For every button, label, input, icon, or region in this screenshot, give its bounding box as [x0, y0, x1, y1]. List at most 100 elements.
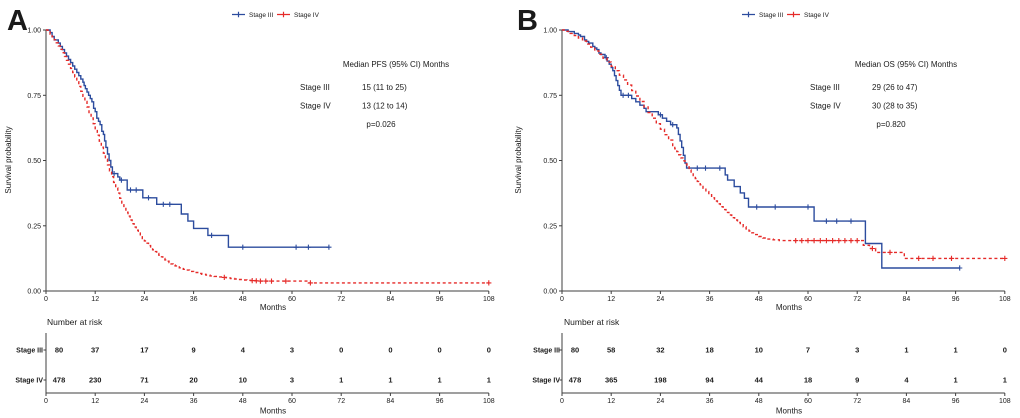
- plot-axes: [561, 30, 1005, 292]
- y-tick-label: 0.00: [543, 289, 557, 296]
- risk-count: 0: [1003, 346, 1007, 355]
- x-tick-label: 12: [607, 296, 615, 303]
- censor-mark: [805, 238, 811, 244]
- stats-value-2: 30 (28 to 35): [872, 102, 918, 111]
- censor-mark: [293, 244, 299, 250]
- risk-count: 1: [438, 376, 442, 385]
- x-tick-label: 12: [91, 296, 99, 303]
- risk-x-tick-label: 48: [239, 398, 247, 405]
- x-tick-label: 24: [141, 296, 149, 303]
- risk-count: 1: [388, 376, 392, 385]
- y-tick-label: 1.00: [27, 28, 41, 35]
- chart-render-layer-a: 1.000.750.500.250.000 12 24 36 48 60 72 84 96 108…: [27, 11, 495, 416]
- censor-mark: [842, 238, 848, 244]
- stats-group-2: Stage IV: [300, 102, 331, 111]
- risk-count: 1: [487, 376, 491, 385]
- stats-group-1: Stage III: [810, 83, 840, 92]
- risk-x-tick-label: 12: [91, 398, 99, 405]
- x-tick-label: 36: [190, 296, 198, 303]
- censor-mark: [957, 265, 963, 271]
- y-tick-label: 0.00: [27, 289, 41, 296]
- censor-mark: [1002, 255, 1008, 261]
- risk-x-axis-title: Months: [260, 407, 286, 416]
- risk-count: 80: [571, 346, 579, 355]
- censor-mark: [326, 244, 332, 250]
- risk-count: 37: [91, 346, 99, 355]
- risk-count: 3: [290, 346, 294, 355]
- y-tick-label: 0.50: [543, 158, 557, 165]
- risk-count: 365: [605, 376, 618, 385]
- risk-x-tick-label: 60: [804, 398, 812, 405]
- risk-count: 94: [705, 376, 714, 385]
- risk-count: 20: [189, 376, 197, 385]
- risk-count: 17: [140, 346, 148, 355]
- risk-count: 10: [755, 346, 763, 355]
- risk-x-tick-label: 24: [657, 398, 665, 405]
- risk-x-tick-label: 96: [436, 398, 444, 405]
- legend-label-stage-iv: Stage IV: [294, 12, 320, 19]
- km-curve-stage-iii: [562, 29, 960, 269]
- x-tick-label: 96: [952, 296, 960, 303]
- x-tick-label: 48: [239, 296, 247, 303]
- risk-x-tick-label: 36: [190, 398, 198, 405]
- risk-count: 71: [140, 376, 148, 385]
- stats-annotation-b: Median OS (95% CI) Months Stage III 29 (…: [810, 60, 957, 129]
- censor-mark: [620, 92, 626, 98]
- km-curve-stage-iv: [46, 29, 489, 284]
- y-tick-label: 0.75: [27, 93, 41, 100]
- censor-mark: [887, 249, 893, 255]
- censor-mark: [111, 171, 117, 177]
- risk-count: 4: [904, 376, 909, 385]
- censor-mark: [268, 278, 275, 284]
- y-tick-label: 0.25: [27, 223, 41, 230]
- censor-mark: [702, 165, 709, 171]
- censor-mark: [657, 112, 663, 118]
- censor-mark: [948, 255, 955, 261]
- x-tick-label: 0: [560, 296, 564, 303]
- risk-count: 0: [438, 346, 442, 355]
- risk-x-axis-title: Months: [776, 407, 802, 416]
- risk-x-tick-label: 36: [706, 398, 714, 405]
- risk-row-ticks: [43, 349, 46, 381]
- risk-count: 4: [241, 346, 246, 355]
- risk-x-tick-label: 96: [952, 398, 960, 405]
- censor-mark: [823, 238, 829, 244]
- risk-count: 478: [53, 376, 66, 385]
- censor-mark: [823, 218, 829, 224]
- risk-count: 32: [656, 346, 664, 355]
- legend-marker-stage-iii: [742, 11, 755, 18]
- censor-mark: [848, 218, 854, 224]
- risk-count: 0: [487, 346, 491, 355]
- censor-mark: [305, 244, 311, 250]
- risk-axes: [45, 333, 489, 394]
- risk-axes: [561, 333, 1005, 394]
- number-at-risk-title: Number at risk: [564, 317, 620, 327]
- risk-count: 58: [607, 346, 615, 355]
- risk-x-tick-label: 48: [755, 398, 763, 405]
- plot-axes: [45, 30, 489, 292]
- censor-mark: [118, 177, 124, 183]
- censor-mark: [930, 255, 936, 261]
- chart-render-layer-b: 1.000.750.500.250.000 12 24 36 48 60 72 84 96 108…: [543, 11, 1011, 416]
- x-tick-label: 108: [483, 296, 495, 303]
- risk-x-tick-label: 108: [483, 398, 495, 405]
- censor-mark: [486, 280, 492, 286]
- x-tick-label: 96: [436, 296, 444, 303]
- y-tick-label: 0.50: [27, 158, 41, 165]
- censor-mark: [240, 244, 246, 250]
- km-panel-a: A Stage III Stage IV Survival probabilit…: [4, 5, 495, 416]
- risk-row-ticks: [559, 349, 562, 381]
- risk-count: 18: [705, 346, 713, 355]
- risk-count: 80: [55, 346, 63, 355]
- km-curve-stage-iv: [562, 29, 1005, 260]
- stats-group-2: Stage IV: [810, 102, 841, 111]
- risk-count: 1: [1003, 376, 1007, 385]
- censor-mark: [209, 232, 215, 238]
- risk-count: 198: [654, 376, 667, 385]
- risk-count: 0: [388, 346, 392, 355]
- x-axis-title: Months: [776, 303, 802, 312]
- risk-count: 10: [239, 376, 247, 385]
- panel-label-b: B: [517, 5, 538, 37]
- risk-x-tick-label: 24: [141, 398, 149, 405]
- stats-group-1: Stage III: [300, 83, 330, 92]
